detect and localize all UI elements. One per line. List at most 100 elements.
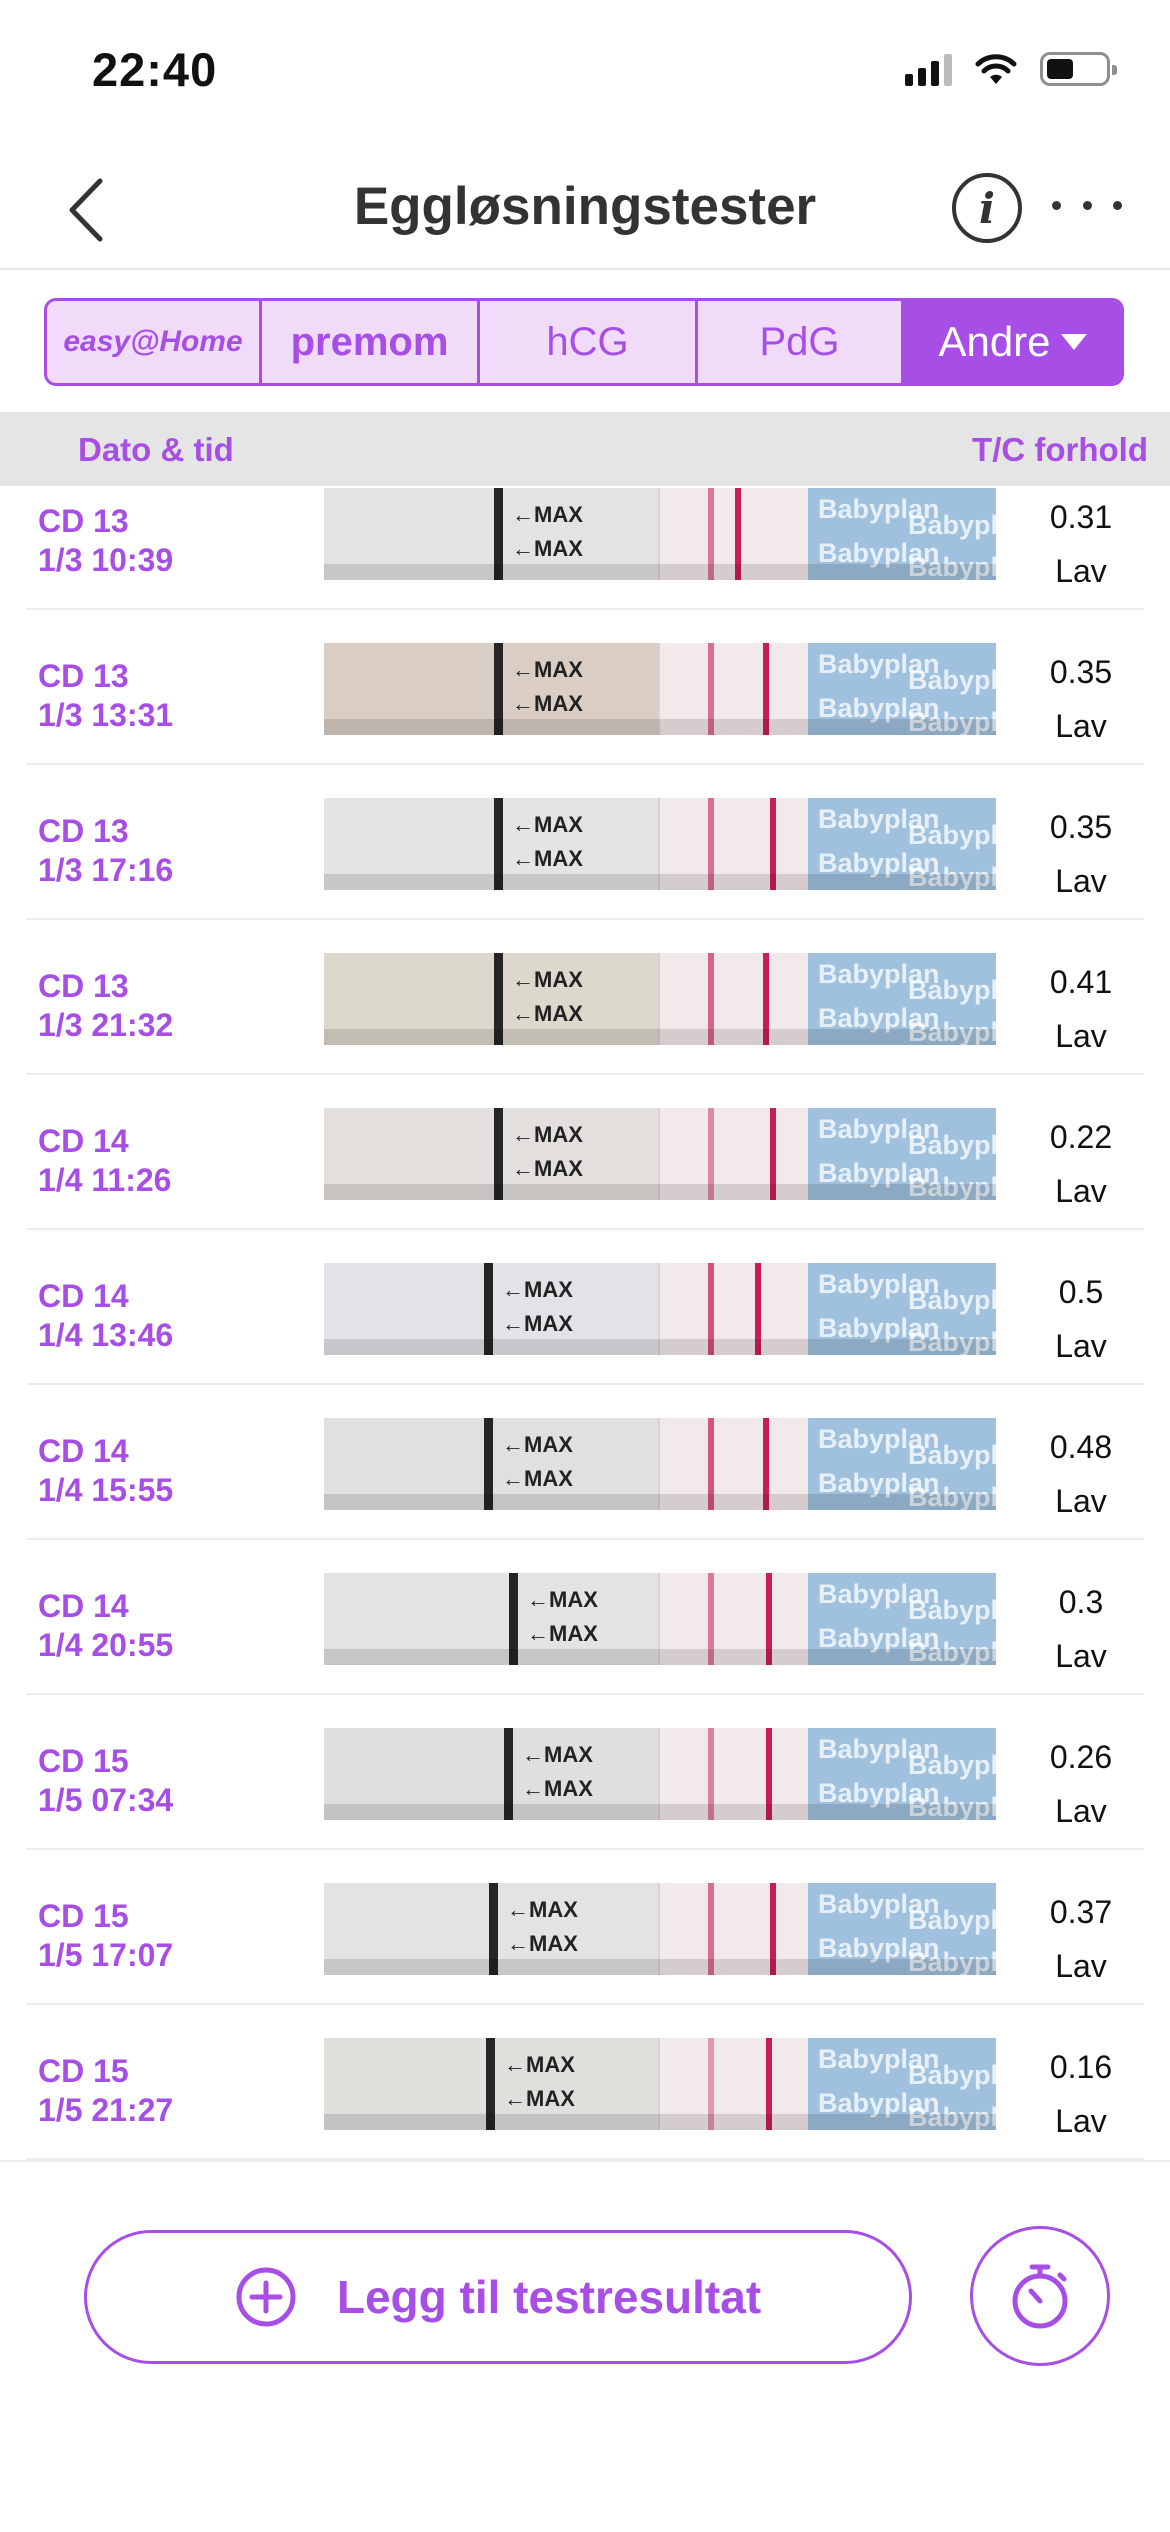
cycle-day: CD 14 — [38, 1588, 129, 1624]
add-test-result-button[interactable]: Legg til testresultat — [84, 2230, 912, 2364]
page-title: Eggløsningstester — [353, 177, 817, 236]
max-label: ←MAX — [512, 812, 583, 837]
wifi-icon — [975, 54, 1017, 84]
list-column-header: Dato & tid T/C forhold — [0, 412, 1170, 486]
max-label: ←MAX — [512, 691, 583, 716]
strip-shadow — [324, 1184, 996, 1200]
max-label: ←MAX — [502, 1466, 573, 1491]
test-strip-photo: ←MAX←MAXBabyplanBabyplanBabyplanBabyplan — [324, 643, 996, 735]
max-marker-line — [486, 2038, 495, 2130]
strip-brand-text: Babyplan — [818, 693, 940, 723]
cycle-day: CD 13 — [38, 503, 129, 539]
control-line — [770, 1883, 776, 1975]
strip-brand-text: Babyplan — [908, 1285, 996, 1315]
strip-brand-text: Babyplan — [908, 1792, 996, 1820]
test-strip-photo: ←MAX←MAXBabyplanBabyplanBabyplanBabyplan — [324, 2038, 996, 2130]
max-label: ←MAX — [527, 1621, 598, 1646]
test-line — [708, 798, 714, 890]
more-options-button[interactable] — [1052, 185, 1122, 225]
ratio-value: 0.26 — [1049, 1739, 1113, 1775]
strip-brand-text: Babyplan — [818, 494, 940, 524]
timer-button[interactable] — [970, 2226, 1110, 2366]
test-result-row[interactable]: CD 141/4 20:55←MAX←MAXBabyplanBabyplanBa… — [26, 1545, 1144, 1695]
test-result-row[interactable]: CD 151/5 21:27 ←MAX←MAXBabyplanBabyplanBa… — [26, 2010, 1144, 2160]
max-marker-line — [494, 953, 503, 1045]
test-result-row[interactable]: CD 131/3 10:39←MAX←MAXBabyplanBabyplanBa… — [26, 486, 1144, 610]
ratio-value: 0.35 — [1049, 809, 1113, 845]
ratio-level: Lav — [1055, 1948, 1107, 1984]
info-button[interactable]: i — [952, 173, 1022, 243]
strip-shadow — [324, 1804, 996, 1820]
strip-brand-text: Babyplan — [908, 1482, 996, 1510]
cycle-day: CD 14 — [38, 1123, 129, 1159]
test-line — [708, 488, 714, 580]
strip-brand-text: Babyplan — [818, 649, 940, 679]
test-brand-tabs: easy@Home premom hCG PdG Andre — [44, 298, 1124, 386]
control-line — [766, 1728, 772, 1820]
row-tc-ratio: 0.31 Lav — [1026, 490, 1136, 598]
test-datetime: 1/5 07:34 — [38, 1782, 174, 1818]
cycle-day: CD 13 — [38, 658, 129, 694]
test-result-row[interactable]: CD 131/3 21:32←MAX←MAXBabyplanBabyplanBa… — [26, 925, 1144, 1075]
row-date-time: CD 13 1/3 10:39 — [38, 502, 173, 580]
row-date-time: CD 13 1/3 13:31 — [38, 657, 173, 735]
test-result-row[interactable]: CD 131/3 13:31←MAX←MAXBabyplanBabyplanBa… — [26, 615, 1144, 765]
nav-bar: Eggløsningstester i — [0, 140, 1170, 270]
test-result-list[interactable]: CD 131/3 10:39←MAX←MAXBabyplanBabyplanBa… — [0, 486, 1170, 2162]
control-line — [770, 798, 776, 890]
test-result-row[interactable]: CD 141/4 11:26←MAX←MAXBabyplanBabyplanBa… — [26, 1080, 1144, 1230]
row-date-time: CD 14 1/4 11:26 — [38, 1122, 171, 1200]
row-date-time: CD 14 1/4 15:55 — [38, 1432, 173, 1510]
ratio-level: Lav — [1055, 863, 1107, 899]
max-marker-line — [489, 1883, 498, 1975]
cycle-day: CD 15 — [38, 2053, 129, 2089]
absorbent-pad: BabyplanBabyplanBabyplanBabyplan — [808, 953, 996, 1045]
strip-brand-text: Babyplan — [908, 1750, 996, 1780]
max-label: ←MAX — [522, 1776, 593, 1801]
test-line — [708, 1263, 714, 1355]
tab-andre[interactable]: Andre — [904, 301, 1121, 383]
test-datetime: 1/3 17:16 — [38, 852, 174, 888]
strip-brand-text: Babyplan — [908, 1017, 996, 1045]
ratio-value: 0.22 — [1049, 1119, 1113, 1155]
max-marker-line — [494, 798, 503, 890]
tab-hcg[interactable]: hCG — [480, 301, 698, 383]
max-marker-line — [484, 1263, 493, 1355]
row-tc-ratio: 0.41 Lav — [1026, 955, 1136, 1063]
max-label: ←MAX — [502, 1432, 573, 1457]
tab-pdg[interactable]: PdG — [698, 301, 904, 383]
result-window — [658, 488, 808, 580]
max-marker-line — [494, 488, 503, 580]
tab-premom[interactable]: premom — [262, 301, 480, 383]
row-tc-ratio: 0.26 Lav — [1026, 1730, 1136, 1838]
test-result-row[interactable]: CD 141/4 13:46←MAX←MAXBabyplanBabyplanBa… — [26, 1235, 1144, 1385]
test-line — [708, 1573, 714, 1665]
tab-easy-at-home[interactable]: easy@Home — [47, 301, 262, 383]
strip-brand-text: Babyplan — [908, 1440, 996, 1470]
ratio-value: 0.31 — [1049, 499, 1113, 535]
test-datetime: 1/3 21:32 — [38, 1007, 174, 1043]
strip-brand-text: Babyplan — [818, 1003, 940, 1033]
strip-shadow — [324, 1959, 996, 1975]
test-line — [708, 643, 714, 735]
back-button[interactable] — [56, 170, 116, 250]
test-result-row[interactable]: CD 131/3 17:16←MAX←MAXBabyplanBabyplanBa… — [26, 770, 1144, 920]
row-tc-ratio: 0.3 Lav — [1026, 1575, 1136, 1683]
result-window — [658, 1728, 808, 1820]
cycle-day: CD 14 — [38, 1278, 129, 1314]
strip-brand-text: Babyplan — [908, 2060, 996, 2090]
strip-brand-text: Babyplan — [908, 820, 996, 850]
row-tc-ratio: 0.37 Lav — [1026, 1885, 1136, 1993]
test-result-row[interactable]: CD 141/4 15:55←MAX←MAXBabyplanBabyplanBa… — [26, 1390, 1144, 1540]
test-datetime: 1/4 13:46 — [38, 1317, 174, 1353]
test-result-row[interactable]: CD 151/5 17:07←MAX←MAXBabyplanBabyplanBa… — [26, 1855, 1144, 2005]
tab-label: hCG — [546, 319, 629, 364]
test-datetime: 1/5 21:27 — [38, 2092, 174, 2128]
strip-brand-text: Babyplan — [818, 804, 940, 834]
test-result-row[interactable]: CD 151/5 07:34←MAX←MAXBabyplanBabyplanBa… — [26, 1700, 1144, 1850]
ratio-value: 0.48 — [1049, 1429, 1113, 1465]
status-icons — [905, 52, 1117, 86]
strip-brand-text: Babyplan — [818, 848, 940, 878]
strip-shadow — [324, 2114, 996, 2130]
